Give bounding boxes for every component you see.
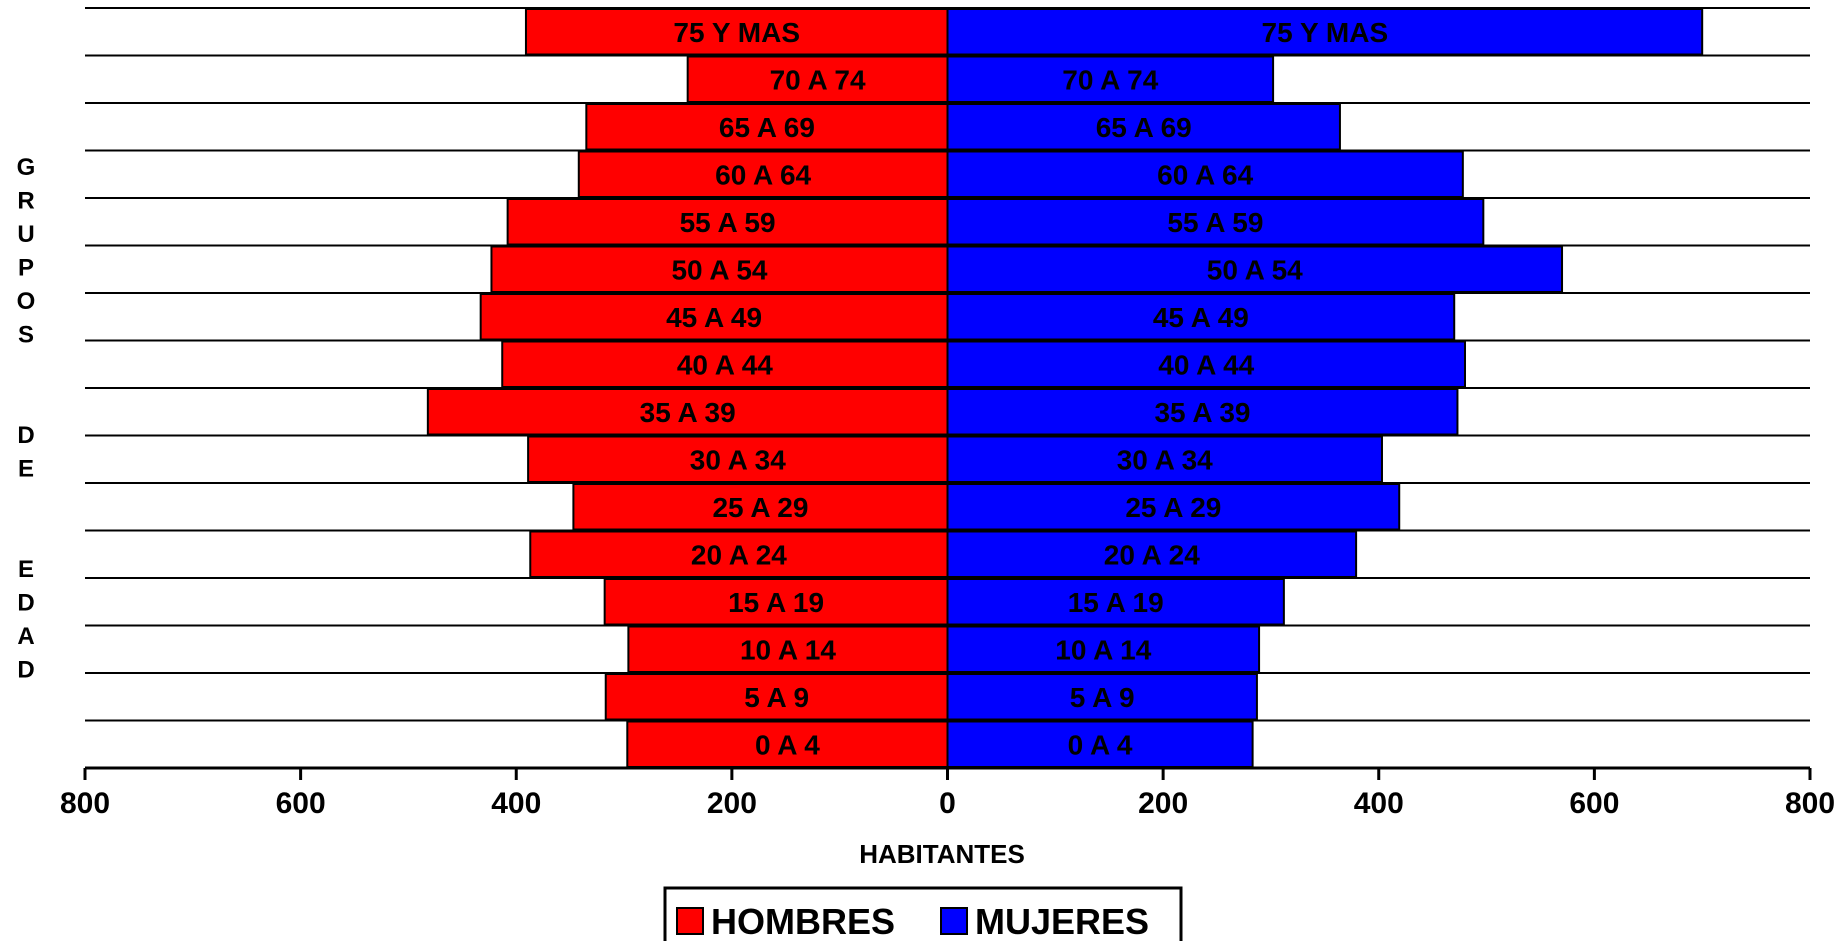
y-axis-title-letter: D [17,657,34,684]
y-axis-title-letter: A [17,623,34,650]
bar-mujeres [946,55,1275,103]
y-axis-title-letter: S [18,322,34,349]
legend-label-hombres: HOMBRES [711,901,895,941]
bar-label-mujeres: 25 A 29 [1125,492,1221,523]
x-tick-label: 400 [1354,787,1404,820]
bar-label-mujeres: 75 Y MAS [1262,17,1389,48]
bar-label-hombres: 60 A 64 [715,159,811,190]
bar-label-hombres: 30 A 34 [690,444,786,475]
bar-mujeres [946,198,1485,246]
plot-area: 75 Y MAS 75 Y MAS 70 A 74 70 A 74 65 A 69 65 … [85,7,1810,769]
bar-label-mujeres: 70 A 74 [1062,64,1158,95]
x-tick-label: 600 [1569,787,1619,820]
bar-label-mujeres: 0 A 4 [1068,729,1133,760]
bar-label-hombres: 75 Y MAS [673,17,800,48]
y-axis-title-letter: D [17,590,34,617]
bar-mujeres [946,150,1464,198]
bar-mujeres [946,388,1459,436]
bar-hombres [506,198,949,246]
x-tick-label: 400 [491,787,541,820]
x-axis: 800 600 400 200 0 200 400 600 800 [60,766,1835,820]
bar-label-mujeres: 5 A 9 [1070,682,1135,713]
bar-label-mujeres: 10 A 14 [1055,634,1151,665]
bar-mujeres [946,8,1704,56]
bar-label-hombres: 25 A 29 [712,492,808,523]
bar-label-mujeres: 65 A 69 [1096,112,1192,143]
bar-label-mujeres: 15 A 19 [1068,587,1164,618]
bar-mujeres [946,340,1466,388]
bar-mujeres [946,720,1254,768]
x-tick-label: 800 [60,787,110,820]
legend-swatch-mujeres [940,907,968,935]
y-axis-title-letter: U [17,221,34,248]
legend-swatch-hombres [676,907,704,935]
bar-label-mujeres: 60 A 64 [1157,159,1253,190]
y-axis-title-letter: E [18,456,34,483]
y-axis-title-letter: E [18,556,34,583]
bar-label-mujeres: 30 A 34 [1117,444,1213,475]
bar-label-mujeres: 50 A 54 [1207,254,1303,285]
y-axis-title-letter: P [18,255,34,282]
bar-label-hombres: 70 A 74 [770,64,866,95]
bar-hombres [527,435,949,483]
bar-label-mujeres: 35 A 39 [1154,397,1250,428]
bar-label-hombres: 45 A 49 [666,302,762,333]
y-axis-title-letter: D [17,422,34,449]
bar-mujeres [946,293,1456,341]
x-tick-label: 800 [1785,787,1835,820]
x-axis-title: HABITANTES [859,839,1025,869]
bar-label-hombres: 35 A 39 [640,397,736,428]
legend: HOMBRES MUJERES [663,886,1183,941]
bar-hombres [490,245,949,293]
bar-hombres [577,150,949,198]
bar-hombres [626,720,949,768]
bar-mujeres [946,435,1383,483]
bar-mujeres [946,673,1258,721]
bar-hombres [524,8,949,56]
bar-label-mujeres: 20 A 24 [1104,539,1200,570]
bar-hombres [686,55,949,103]
bar-label-mujeres: 40 A 44 [1158,349,1254,380]
bar-mujeres [946,625,1261,673]
x-tick-label: 600 [276,787,326,820]
bar-label-hombres: 40 A 44 [677,349,773,380]
bar-label-mujeres: 55 A 59 [1167,207,1263,238]
bar-hombres [501,340,949,388]
bar-label-hombres: 55 A 59 [680,207,776,238]
y-axis-title-letter: O [17,288,36,315]
x-tick-label: 200 [707,787,757,820]
y-axis-title-letter: G [17,154,36,181]
bar-label-hombres: 50 A 54 [671,254,767,285]
x-tick-label: 0 [939,787,956,820]
y-axis-title-letter: R [17,188,34,215]
bar-hombres [627,625,949,673]
bar-mujeres [946,103,1341,151]
bar-hombres [603,578,949,626]
bar-mujeres [946,578,1285,626]
legend-box [663,886,1183,941]
bar-label-mujeres: 45 A 49 [1153,302,1249,333]
bar-label-hombres: 65 A 69 [719,112,815,143]
legend-label-mujeres: MUJERES [975,901,1149,941]
bar-hombres [572,483,949,531]
bar-label-hombres: 15 A 19 [728,587,824,618]
bar-label-hombres: 0 A 4 [755,729,820,760]
bar-hombres [426,388,949,436]
bar-label-hombres: 5 A 9 [744,682,809,713]
bar-label-hombres: 10 A 14 [740,634,836,665]
bar-label-hombres: 20 A 24 [691,539,787,570]
bar-mujeres [946,245,1564,293]
bar-mujeres [946,483,1401,531]
bar-mujeres [946,530,1358,578]
bar-hombres [529,530,949,578]
x-tick-label: 200 [1138,787,1188,820]
